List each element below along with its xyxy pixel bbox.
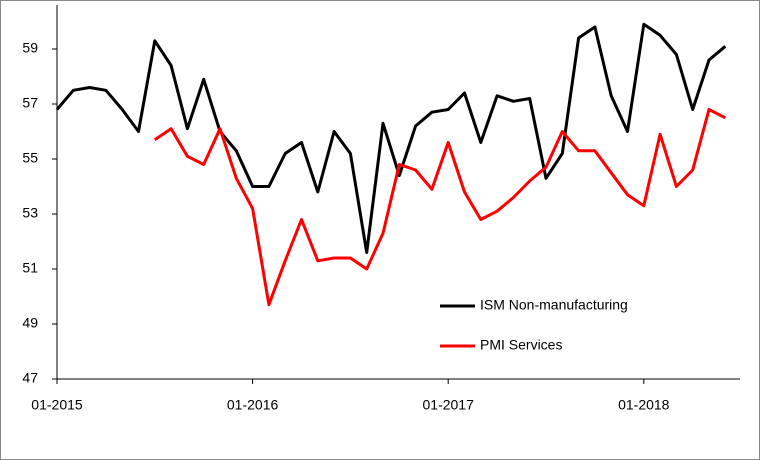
legend-label: ISM Non-manufacturing bbox=[480, 297, 628, 313]
y-tick-label: 49 bbox=[22, 315, 38, 331]
x-tick-label: 01-2015 bbox=[31, 397, 83, 413]
y-tick-label: 47 bbox=[22, 370, 38, 386]
x-tick-label: 01-2018 bbox=[618, 397, 670, 413]
series-line bbox=[153, 108, 726, 307]
y-tick-label: 57 bbox=[22, 95, 38, 111]
legend-label: PMI Services bbox=[480, 337, 562, 353]
x-tick-label: 01-2016 bbox=[227, 397, 279, 413]
y-tick-label: 59 bbox=[22, 40, 38, 56]
x-tick-label: 01-2017 bbox=[423, 397, 475, 413]
series-line bbox=[55, 22, 727, 254]
y-tick-label: 55 bbox=[22, 150, 38, 166]
y-tick-label: 53 bbox=[22, 205, 38, 221]
y-tick-label: 51 bbox=[22, 260, 38, 276]
